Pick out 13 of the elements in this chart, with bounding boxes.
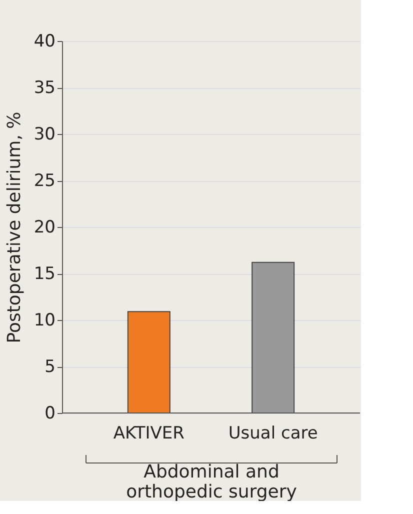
x-axis-title: Abdominal and orthopedic surgery	[126, 462, 298, 502]
x-tick-label: Usual care	[228, 424, 318, 444]
y-tick-label: 10	[34, 310, 56, 330]
y-tick-label: 5	[44, 357, 56, 377]
y-tick-label: 15	[34, 264, 56, 284]
x-tick-label: AKTIVER	[113, 424, 185, 444]
y-axis-title: Postoperative delirium, %	[4, 112, 25, 344]
y-tick-label: 20	[34, 218, 56, 238]
y-tick-label: 0	[44, 404, 56, 424]
y-tick-label: 40	[34, 32, 56, 52]
y-tick-label: 30	[34, 124, 56, 144]
y-tick-label: 25	[34, 171, 56, 191]
y-tick-label: 35	[34, 78, 56, 98]
